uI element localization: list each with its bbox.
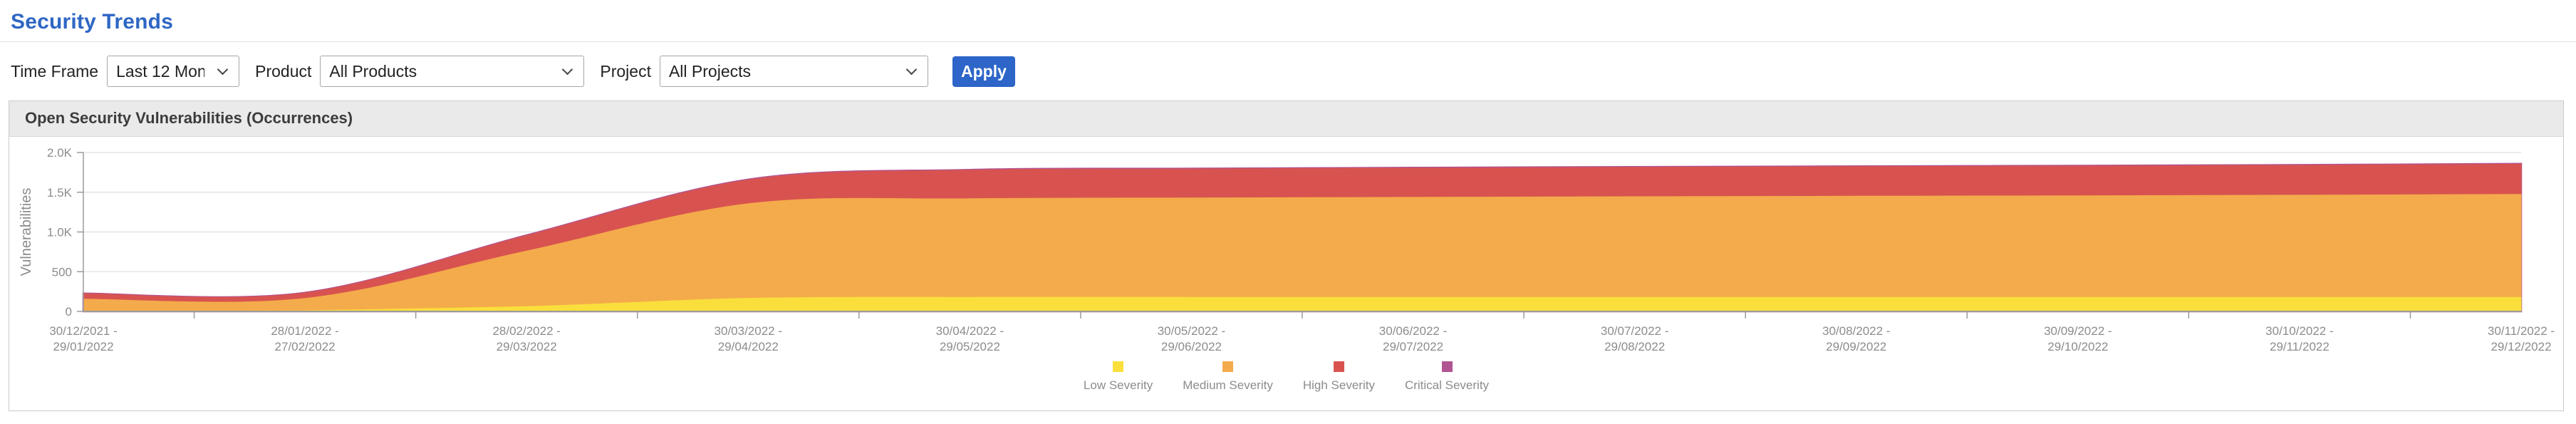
area-low-severity [83, 296, 2522, 312]
project-select[interactable]: All Projects [659, 56, 928, 87]
stacked-area-chart: 0 500 1.0K 1.5K 2.0K Vulnerabilities 30/12/202… [19, 146, 2555, 353]
legend-label: Medium Severity [1183, 378, 1273, 392]
product-select-wrap: All Products [320, 56, 585, 87]
chart-panel: Open Security Vulnerabilities (Occurrenc… [9, 100, 2564, 411]
x-axis-label: 29/08/2022 [1604, 340, 1665, 351]
x-axis-label: 30/06/2022 - [1379, 324, 1447, 338]
x-axis-label: 29/10/2022 [2047, 340, 2108, 351]
legend-item-critical-severity[interactable]: Critical Severity [1405, 361, 1489, 393]
title-divider [0, 41, 2576, 42]
chart-legend: Low Severity Medium Severity High Severity… [9, 361, 2563, 393]
x-axis-label: 29/07/2022 [1383, 340, 1443, 351]
apply-button[interactable]: Apply [952, 56, 1015, 87]
x-axis-label: 29/09/2022 [1826, 340, 1886, 351]
y-axis-tick-label: 2.0K [47, 146, 73, 160]
x-axis-label: 30/09/2022 - [2044, 324, 2112, 338]
y-axis-tick-label: 500 [52, 265, 72, 279]
legend-item-medium-severity[interactable]: Medium Severity [1183, 361, 1273, 393]
x-axis-label: 30/08/2022 - [1822, 324, 1890, 338]
x-axis-label: 29/06/2022 [1161, 340, 1222, 351]
x-axis-label: 30/07/2022 - [1601, 324, 1668, 338]
time-frame-select[interactable]: Last 12 Months [107, 56, 240, 87]
chart-panel-title: Open Security Vulnerabilities (Occurrenc… [9, 101, 2563, 137]
legend-label: High Severity [1302, 378, 1375, 392]
legend-label: Low Severity [1083, 378, 1153, 392]
x-axis-label: 27/02/2022 [275, 340, 336, 351]
legend-swatch-icon [1441, 361, 1453, 372]
x-axis-label: 29/05/2022 [940, 340, 1000, 351]
chart-panel-body: 0 500 1.0K 1.5K 2.0K Vulnerabilities 30/12/202… [9, 137, 2563, 410]
x-axis-label: 29/03/2022 [497, 340, 557, 351]
legend-item-high-severity[interactable]: High Severity [1303, 361, 1375, 393]
x-axis-label: 28/01/2022 - [271, 324, 338, 338]
x-axis-label: 29/01/2022 [53, 340, 113, 351]
x-axis-label: 29/11/2022 [2270, 340, 2330, 351]
x-axis-label: 29/04/2022 [718, 340, 779, 351]
product-label: Product [255, 61, 312, 81]
legend-swatch-icon [1222, 361, 1234, 372]
time-frame-select-wrap: Last 12 Months [107, 56, 240, 87]
x-axis-label: 30/04/2022 - [936, 324, 1004, 338]
product-select[interactable]: All Products [320, 56, 585, 87]
time-frame-label: Time Frame [11, 61, 99, 81]
area-medium-severity [83, 194, 2522, 312]
legend-swatch-icon [1333, 361, 1344, 372]
x-axis-label: 30/10/2022 - [2265, 324, 2333, 338]
project-label: Project [600, 61, 651, 81]
legend-label: Critical Severity [1404, 378, 1490, 392]
x-axis-label: 30/05/2022 - [1158, 324, 1225, 338]
x-axis-label: 29/12/2022 [2491, 340, 2551, 351]
project-select-wrap: All Projects [659, 56, 928, 87]
x-axis-label: 30/12/2021 - [49, 324, 117, 338]
legend-swatch-icon [1113, 361, 1124, 372]
y-axis-tick-label: 0 [66, 305, 72, 319]
page-title: Security Trends [11, 10, 174, 33]
y-axis-tick-label: 1.0K [47, 226, 73, 239]
x-axis-label: 28/02/2022 - [492, 324, 560, 338]
legend-item-low-severity[interactable]: Low Severity [1084, 361, 1153, 393]
y-axis-title: Vulnerabilities [19, 188, 34, 276]
filter-bar: Time Frame Last 12 Months Product All Pr… [0, 42, 2576, 100]
y-axis-tick-label: 1.5K [47, 186, 73, 200]
x-axis-label: 30/11/2022 - [2488, 324, 2555, 338]
x-axis-label: 30/03/2022 - [715, 324, 782, 338]
